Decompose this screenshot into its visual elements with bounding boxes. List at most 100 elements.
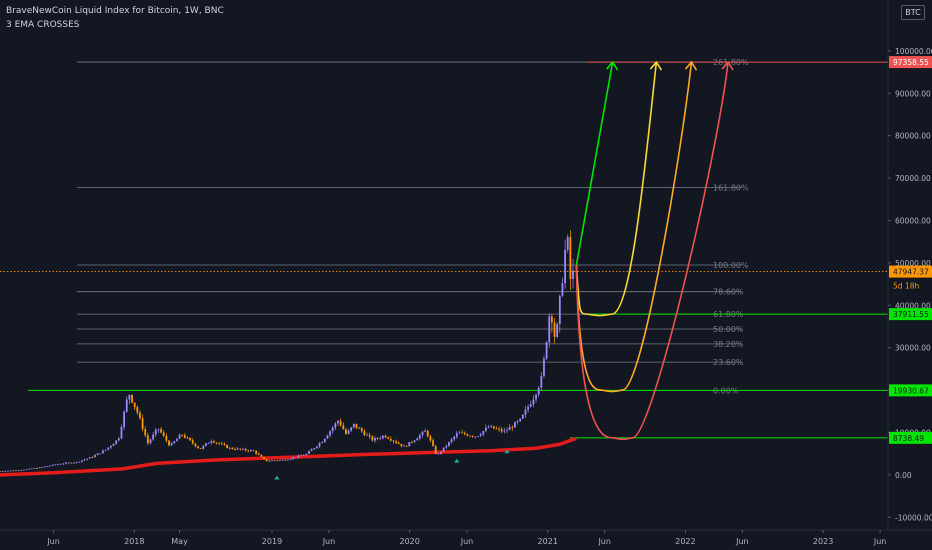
candle-body	[22, 469, 25, 471]
candle-body	[318, 443, 321, 447]
candle-body	[455, 433, 458, 437]
candle-body	[125, 399, 128, 412]
candle-body	[342, 425, 345, 430]
candle-body	[112, 443, 115, 446]
candle-body	[519, 418, 522, 422]
candle-body	[183, 435, 186, 438]
candle-body	[12, 470, 15, 472]
price-tag-upper-target: 97358.55	[893, 58, 929, 67]
candle-body	[128, 394, 131, 400]
candle-body	[99, 453, 102, 455]
candle-body	[400, 443, 403, 447]
candle-body	[170, 443, 173, 446]
price-tag-current: 47947.37	[893, 268, 929, 277]
x-tick-label: 2018	[124, 537, 144, 546]
candle-body	[107, 447, 110, 450]
candle-body	[350, 427, 353, 431]
candle-body	[265, 459, 268, 462]
candle-body	[474, 436, 477, 438]
x-tick-label: 2020	[399, 537, 419, 546]
candle-body	[352, 423, 355, 428]
x-tick-label: Jun	[735, 537, 749, 546]
candle-body	[173, 441, 176, 444]
candle-body	[286, 459, 289, 461]
candle-body	[28, 468, 30, 470]
candle-body	[38, 467, 41, 469]
candle-body	[543, 358, 545, 377]
candle-body	[25, 469, 28, 470]
candle-body	[527, 406, 530, 410]
candle-body	[477, 436, 479, 437]
candle-body	[257, 453, 260, 455]
candle-body	[276, 460, 279, 462]
candle-body	[162, 432, 165, 436]
candle-body	[51, 464, 54, 466]
candle-body	[249, 450, 252, 452]
candle-body	[368, 434, 371, 437]
candle-body	[379, 438, 382, 439]
candle-body	[41, 467, 44, 468]
fib-level-label: 50.00%	[713, 325, 744, 334]
projection-curve	[575, 61, 693, 393]
candle-body	[20, 470, 23, 471]
x-tick-label: 2022	[675, 537, 695, 546]
candle-body	[176, 438, 178, 442]
candle-body	[67, 462, 70, 464]
candle-body	[508, 427, 511, 431]
candle-body	[315, 446, 318, 449]
candle-body	[411, 441, 413, 443]
candle-body	[308, 451, 310, 454]
candle-body	[102, 450, 104, 454]
candle-body	[218, 442, 221, 444]
candle-body	[545, 342, 548, 359]
price-tag-support-0-bg	[889, 384, 932, 397]
candle-body	[115, 440, 118, 444]
candle-body	[331, 427, 334, 432]
candle-body	[347, 430, 350, 434]
candle-body	[178, 434, 181, 439]
projection-arrowhead	[649, 60, 663, 71]
candle-body	[529, 404, 532, 407]
candle-body	[279, 459, 281, 461]
buy-signal-marker	[504, 449, 510, 454]
candle-body	[271, 460, 273, 462]
candle-body	[492, 426, 495, 429]
candle-body	[17, 470, 20, 472]
candle-body	[453, 436, 456, 440]
candle-body	[569, 237, 572, 280]
candle-body	[550, 316, 553, 323]
x-tick-label: 2023	[813, 537, 833, 546]
x-tick-label: May	[171, 537, 188, 546]
x-tick-label: Jun	[460, 537, 474, 546]
x-tick-label: Jun	[873, 537, 887, 546]
y-tick-label: 40000.00	[895, 301, 931, 310]
candle-body	[445, 446, 448, 448]
currency-badge[interactable]: BTC	[901, 5, 925, 20]
buy-signal-marker	[454, 458, 460, 463]
candle-body	[418, 435, 421, 439]
candle-body	[426, 430, 429, 437]
candle-body	[207, 442, 210, 444]
candle-body	[389, 438, 392, 441]
fib-level-label: 23.60%	[713, 358, 744, 367]
price-tag-support-low: 8738.49	[893, 434, 924, 443]
projection-curve	[575, 61, 658, 317]
candle-body	[273, 460, 276, 462]
candle-body	[123, 411, 126, 427]
price-tag-support-0: 19930.67	[893, 386, 929, 395]
candle-body	[236, 448, 239, 450]
price-tag-support-618: 37911.55	[893, 310, 929, 319]
candle-body	[479, 434, 482, 437]
candle-body	[46, 466, 49, 467]
candle-body	[186, 437, 189, 439]
candle-body	[255, 450, 258, 454]
projection-arrowhead	[684, 60, 698, 71]
projection-arrowhead	[721, 60, 734, 71]
candle-body	[168, 440, 170, 446]
candle-body	[376, 438, 379, 439]
candle-body	[228, 447, 231, 449]
candle-body	[54, 464, 57, 466]
candle-body	[521, 414, 524, 419]
candle-body	[381, 435, 384, 439]
